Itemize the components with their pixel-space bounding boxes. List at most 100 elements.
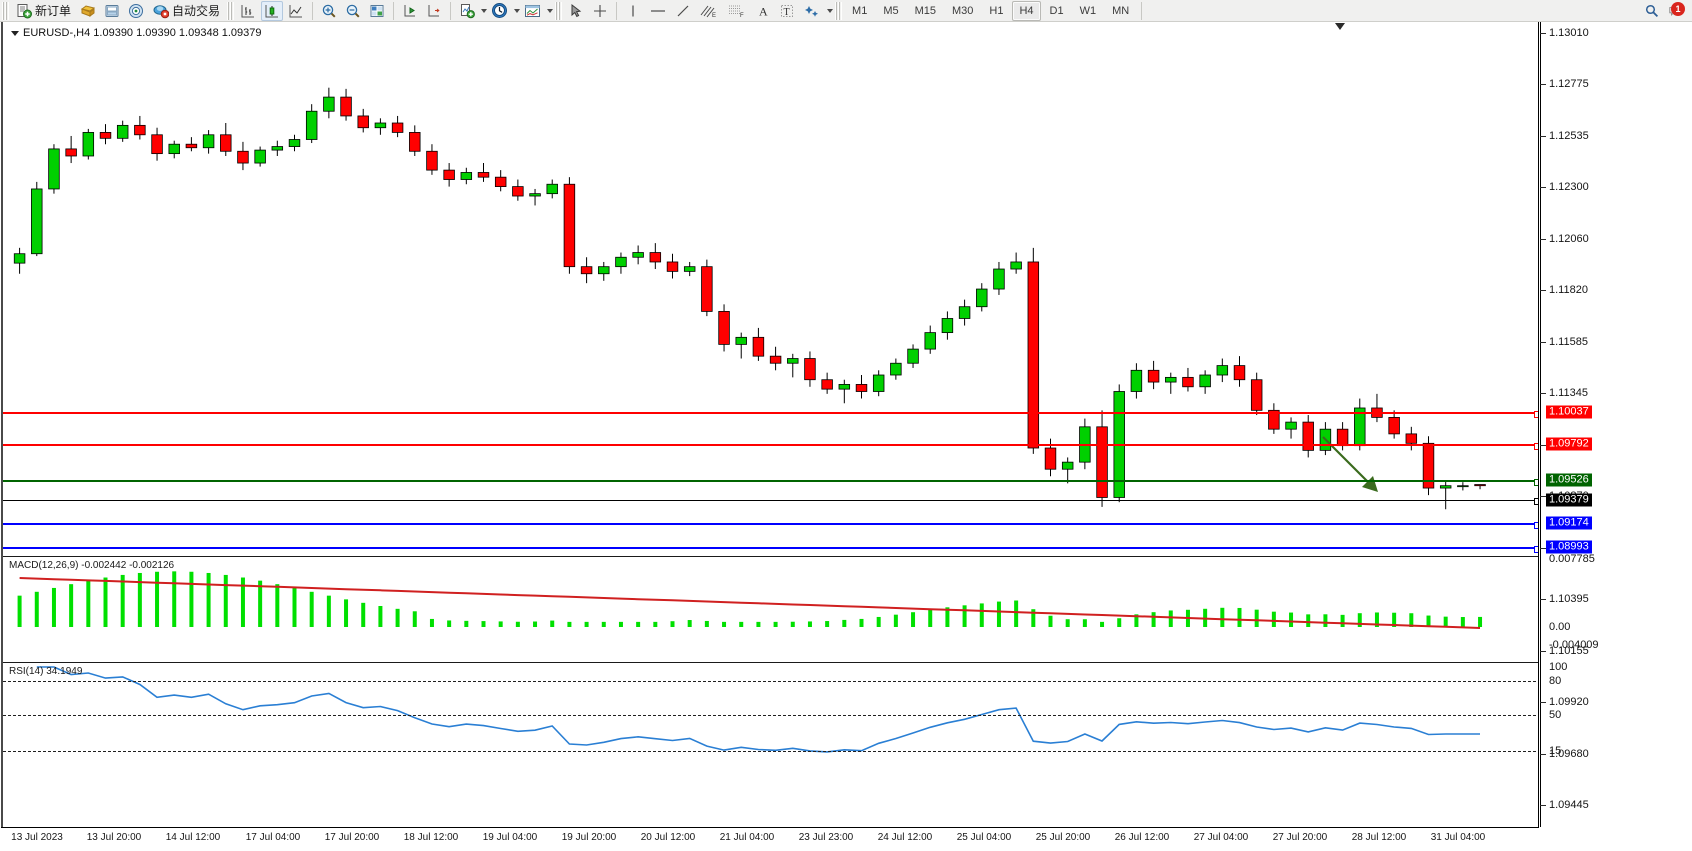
rsi-line (36, 666, 1480, 753)
text-button[interactable]: A (752, 1, 774, 21)
candle-body (13, 253, 26, 264)
timeframe-m15[interactable]: M15 (914, 4, 936, 17)
cursor-button[interactable] (565, 1, 587, 21)
candle-body (615, 256, 627, 268)
timeframe-d1[interactable]: D1 (1049, 4, 1064, 17)
level-handle[interactable] (1534, 411, 1538, 418)
save-chart-button[interactable] (77, 1, 99, 21)
timeframe-mn[interactable]: MN (1112, 4, 1130, 17)
candle-body (168, 143, 180, 155)
timeframe-h4[interactable]: H4 (1012, 0, 1041, 21)
timeframe-m5[interactable]: M5 (883, 4, 899, 17)
indicators-button[interactable] (456, 1, 478, 21)
macd-histogram-bar (756, 621, 761, 627)
chart-menu-caret-icon[interactable] (11, 30, 19, 36)
auto-scroll-icon (404, 4, 416, 16)
indicators-icon (461, 3, 475, 18)
timeframe-m30[interactable]: M30 (952, 4, 974, 17)
fibonacci-button[interactable]: F (724, 1, 750, 21)
period-clock-icon (492, 3, 508, 18)
period-button[interactable] (488, 1, 511, 21)
timeframe-m1[interactable]: M1 (852, 4, 868, 17)
chart-shift-button[interactable] (423, 1, 445, 21)
candle-body (546, 183, 558, 195)
crosshair-button[interactable] (589, 1, 611, 21)
price-tick-label-7: 1.11345 (1549, 387, 1588, 399)
price-tick-13 (1540, 702, 1546, 703)
candlestick-chart-button[interactable] (261, 0, 284, 21)
line-chart-button[interactable] (285, 1, 307, 21)
level-line-resistance-upper[interactable] (3, 411, 1538, 418)
price-axis[interactable]: 1.13010 1.12775 1.12535 1.12300 1.12060 1.118… (1540, 22, 1692, 827)
macd-histogram-bar (1134, 614, 1139, 627)
autotrading-button[interactable]: 自动交易 (149, 1, 224, 21)
price-chip-entry-level[interactable]: 1.09526 (1546, 473, 1592, 487)
period-dropdown-caret[interactable] (514, 8, 521, 13)
time-label-15: 27 Jul 04:00 (1193, 832, 1249, 843)
timeframe-h1[interactable]: H1 (989, 4, 1004, 17)
level-handle[interactable] (1534, 522, 1538, 529)
macd-histogram-bar (1237, 607, 1242, 627)
level-line-support-upper[interactable] (3, 522, 1538, 529)
shapes-button[interactable] (800, 1, 824, 21)
horizontal-line-button[interactable] (646, 1, 670, 21)
chart-window: 1.13010 1.12775 1.12535 1.12300 1.12060 1.118… (0, 22, 1692, 851)
shapes-dropdown-caret[interactable] (827, 8, 834, 13)
level-line-current-price[interactable] (3, 498, 1538, 505)
candle-body (976, 288, 988, 308)
level-handle[interactable] (1534, 498, 1538, 505)
level-handle[interactable] (1534, 479, 1538, 486)
chart-grid-button[interactable] (366, 1, 388, 21)
zoom-in-button[interactable] (318, 1, 340, 21)
search-button[interactable] (1641, 1, 1663, 21)
macd-histogram-bar (1082, 619, 1087, 627)
vertical-line-button[interactable] (622, 1, 644, 21)
macd-histogram-bar (687, 620, 692, 627)
price-chip-resistance-lower[interactable]: 1.09792 (1546, 437, 1592, 451)
macd-histogram-bar (1031, 609, 1036, 627)
level-handle[interactable] (1534, 546, 1538, 553)
new-order-button[interactable]: 新订单 (12, 1, 75, 21)
equidistant-channel-button[interactable]: E (696, 1, 722, 21)
indicators-dropdown-caret[interactable] (481, 8, 488, 13)
price-tick-7 (1540, 393, 1546, 394)
chart-plot-area[interactable]: EURUSD-,H4 1.09390 1.09390 1.09348 1.093… (1, 22, 1539, 827)
rsi-guide-15 (3, 751, 1538, 752)
rsi-guide-50 (3, 715, 1538, 716)
notifications-button[interactable]: 1 (1665, 1, 1685, 19)
macd-histogram-bar (137, 572, 142, 627)
open-data-folder-button[interactable] (101, 1, 123, 21)
macd-histogram-bar (1340, 614, 1345, 627)
price-chip-resistance-upper[interactable]: 1.10037 (1546, 405, 1592, 419)
macd-histogram-bar (1220, 607, 1225, 627)
trendline-button[interactable] (672, 1, 694, 21)
toolbar-grip-2[interactable] (227, 1, 235, 20)
time-label-8: 20 Jul 12:00 (640, 832, 696, 843)
price-chip-current-price[interactable]: 1.09379 (1546, 493, 1592, 507)
macd-histogram-bar (155, 571, 160, 627)
level-line-entry-level[interactable] (3, 479, 1538, 486)
bar-chart-button[interactable] (237, 1, 259, 21)
candle-body (477, 172, 490, 178)
level-handle[interactable] (1534, 443, 1538, 450)
text-label-button[interactable]: T (776, 1, 798, 21)
signals-button[interactable] (125, 1, 147, 21)
timeframe-w1[interactable]: W1 (1079, 4, 1097, 17)
toolbar-grip-3[interactable] (555, 1, 563, 20)
templates-dropdown-caret[interactable] (547, 8, 554, 13)
candle-body (563, 183, 576, 268)
crosshair-icon (594, 4, 607, 17)
time-label-0: 13 Jul 2023 (11, 832, 63, 843)
templates-button[interactable] (521, 1, 544, 21)
auto-scroll-button[interactable] (399, 1, 421, 21)
macd-histogram-bar (584, 621, 589, 627)
level-line-resistance-lower[interactable] (3, 443, 1538, 450)
time-label-6: 19 Jul 04:00 (482, 832, 538, 843)
toolbar-grip-4[interactable] (835, 1, 843, 20)
level-line-support-lower[interactable] (3, 546, 1538, 553)
price-chip-support-lower[interactable]: 1.08993 (1546, 540, 1592, 554)
time-axis[interactable]: 13 Jul 2023 13 Jul 20:00 14 Jul 12:00 17 Ju… (1, 827, 1539, 851)
toolbar-grip[interactable] (2, 1, 9, 20)
price-chip-support-upper[interactable]: 1.09174 (1546, 516, 1592, 530)
zoom-out-button[interactable] (342, 1, 364, 21)
